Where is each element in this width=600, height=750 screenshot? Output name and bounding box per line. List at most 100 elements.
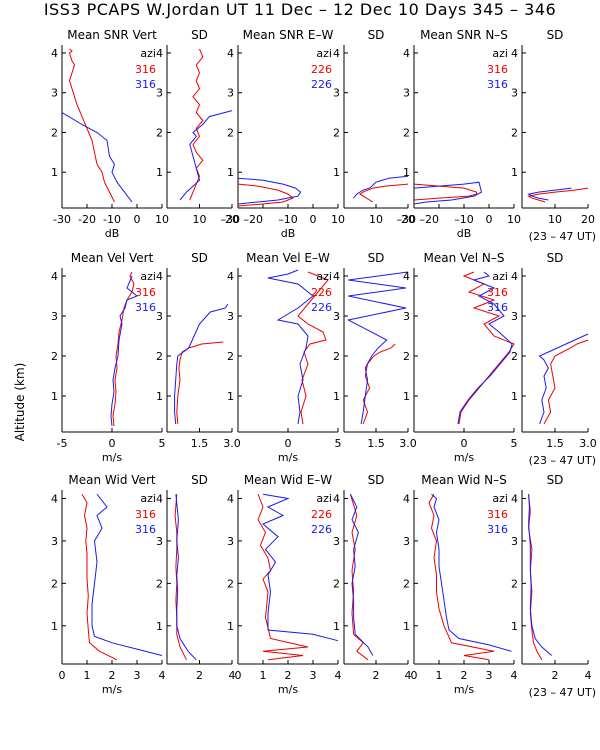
vel-panel-3-y-tick-label: 3 [333,310,340,323]
snr-panel-3-x-tick-label: 10 [369,213,383,226]
snr-panel-2-y-tick-label: 2 [227,126,234,139]
vel-panel-4-legend-entry: 316 [487,301,508,314]
wid-panel-3-y-tick-label: 2 [333,577,340,590]
vel-panel-0-legend-entry: 316 [135,286,156,299]
snr-panel-4-y-tick-label: 2 [403,126,410,139]
vel-panel-2-y-tick-label: 3 [227,310,234,323]
wid-panel-4-x-tick-label: 0 [411,669,418,682]
wid-panel-2-title: Mean Wid E–W [244,473,332,487]
vel-panel-4-y-tick-label: 2 [403,350,410,363]
wid-panel-5-x-tick-label: 4 [585,669,592,682]
vel-panel-0-x-label: m/s [102,451,122,464]
vel-panel-4-x-tick-label: 5 [511,437,518,450]
snr-panel-0-y-tick-label: 4 [51,47,58,60]
vel-panel-0-title: Mean Vel Vert [71,251,154,265]
vel-panel-3-x-tick-label: 1.5 [367,437,385,450]
wid-panel-1-title: SD [191,473,208,487]
snr-panel-4-legend-header: azi [492,47,508,60]
vel-panel-0-legend-entry: 316 [135,301,156,314]
snr-panel-5-title: SD [547,28,564,42]
wid-panel-2-x-label: m/s [278,683,298,696]
wid-panel-2-y-tick-label: 4 [227,492,234,505]
wid-panel-4-series-blue [431,493,512,652]
wid-panel-2-y-tick-label: 3 [227,535,234,548]
snr-panel-2-title: Mean SNR E–W [243,28,334,42]
vel-panel-2-y-tick-label: 2 [227,350,234,363]
snr-panel-1-y-tick-label: 3 [156,87,163,100]
snr-panel-1-y-tick-label: 2 [156,126,163,139]
vel-panel-4-legend-entry: 316 [487,286,508,299]
vel-panel-4-y-tick-label: 4 [403,270,410,283]
vel-panel-1-y-tick-label: 4 [156,270,163,283]
vel-panel-5-y-tick-label: 4 [511,270,518,283]
wid-panel-2-x-tick-label: 1 [260,669,267,682]
wid-panel-4-x-label: m/s [454,683,474,696]
snr-panel-4-y-tick-label: 3 [403,87,410,100]
vel-panel-2-series-blue [267,269,314,425]
snr-panel-2-x-tick-label: –10 [278,213,298,226]
wid-panel-1-series-blue [175,494,197,661]
wid-panel-5-y-tick-label: 3 [511,535,518,548]
wid-panel-3-series-red [349,494,369,661]
snr-panel-0-x-tick-label: -10 [103,213,121,226]
snr-panel-5-x-tick-label: 10 [548,213,562,226]
snr-panel-2-series-red [237,183,294,207]
snr-panel-0-x-label: dB [105,227,120,240]
snr-panel-1-x-tick-label: 20 [225,213,239,226]
vel-panel-4-series-blue [457,271,513,425]
vel-panel-3-title: SD [368,251,385,265]
wid-panel-4-legend-entry: 316 [487,508,508,521]
vel-panel-0-x-tick-label: 5 [159,437,166,450]
snr-footnote: (23 – 47 UT) [529,230,596,243]
snr-panel-3-title: SD [368,28,385,42]
snr-panel-4-y-tick-label: 4 [403,47,410,60]
snr-panel-2-x-tick-label: 0 [310,213,317,226]
snr-panel-4-y-tick-label: 1 [403,166,410,179]
wid-panel-2-x-tick-label: 4 [335,669,342,682]
wid-panel-2-series-red [257,494,309,661]
snr-panel-4-x-label: dB [457,227,472,240]
wid-panel-4-x-tick-label: 3 [486,669,493,682]
wid-panel-4-y-tick-label: 2 [403,577,410,590]
snr-panel-3-series-red [359,183,409,203]
vel-panel-0-y-tick-label: 3 [51,310,58,323]
wid-panel-0-x-label: m/s [102,683,122,696]
vel-panel-5-y-tick-label: 3 [511,310,518,323]
snr-panel-0-legend-entry: 316 [135,78,156,91]
snr-panel-1-y-tick-label: 4 [156,47,163,60]
vel-panel-2-x-tick-label: 0 [285,437,292,450]
vel-panel-2-title: Mean Vel E–W [246,251,330,265]
vel-panel-4-title: Mean Vel N–S [424,251,505,265]
snr-panel-2-x-tick-label: 10 [331,213,345,226]
vel-panel-3-y-tick-label: 1 [333,390,340,403]
snr-panel-1-series-red [189,48,204,201]
wid-panel-1-x-tick-label: 2 [196,669,203,682]
wid-panel-1-y-tick-label: 2 [156,577,163,590]
snr-panel-0-title: Mean SNR Vert [67,28,157,42]
snr-panel-5-y-tick-label: 4 [511,47,518,60]
vel-panel-5-y-tick-label: 2 [511,350,518,363]
vel-panel-0-legend-header: azi [140,270,156,283]
vel-panel-0-series-red [112,271,135,427]
vel-panel-5-x-tick-label: 1.5 [546,437,564,450]
snr-panel-3-y-tick-label: 1 [333,166,340,179]
snr-panel-5-y-tick-label: 1 [511,166,518,179]
wid-panel-4-x-tick-label: 1 [436,669,443,682]
wid-panel-3-series-blue [349,493,374,656]
vel-panel-1-series-blue [174,303,229,425]
wid-panel-4-legend-header: azi [492,492,508,505]
vel-panel-5-y-tick-label: 1 [511,390,518,403]
wid-footnote: (23 – 47 UT) [529,686,596,699]
snr-panel-2-x-label: dB [281,227,296,240]
snr-panel-0-x-tick-label: 0 [134,213,141,226]
wid-panel-0-y-tick-label: 3 [51,535,58,548]
vel-panel-3-y-tick-label: 2 [333,350,340,363]
wid-panel-0-x-tick-label: 3 [134,669,141,682]
wid-panel-3-y-tick-label: 4 [333,492,340,505]
wid-panel-0-y-tick-label: 1 [51,620,58,633]
snr-panel-5-x-tick-label: 20 [581,213,595,226]
vel-panel-4-x-label: m/s [454,451,474,464]
wid-panel-4-legend-entry: 316 [487,523,508,536]
snr-panel-4-series-red [413,183,477,201]
